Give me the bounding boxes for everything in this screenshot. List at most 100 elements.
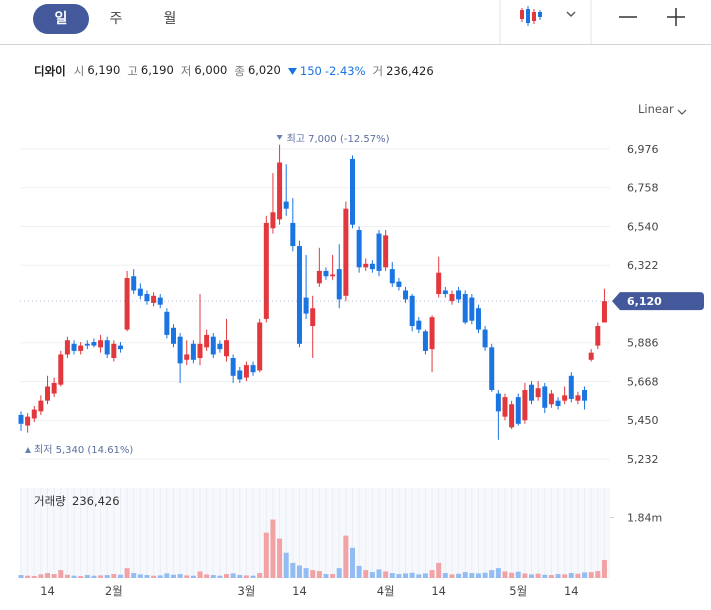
candle-body	[184, 354, 190, 360]
candle-body	[197, 343, 203, 359]
volume-bar	[137, 574, 143, 578]
candle-body	[84, 343, 90, 346]
candle-body	[283, 201, 289, 209]
volume-bar	[601, 559, 607, 578]
volume-bar	[204, 574, 210, 578]
volume-bar	[422, 573, 428, 578]
tab-week[interactable]: 주	[109, 11, 123, 27]
candle-body	[217, 343, 223, 350]
candle-body	[456, 290, 462, 300]
volume-bar	[336, 568, 342, 578]
volume-bar	[270, 519, 276, 578]
candle-body	[296, 246, 302, 344]
quote-label: 저	[180, 64, 192, 78]
quote-label: 종	[234, 64, 245, 78]
candle-body	[310, 308, 316, 327]
candle-body	[343, 208, 349, 296]
quote-value: 6,190	[87, 63, 121, 77]
candle-body	[323, 270, 329, 277]
scale-mode[interactable]: Linear	[638, 102, 674, 116]
candle-body	[529, 384, 535, 401]
volume-bar	[369, 572, 375, 578]
volume-bar	[51, 574, 57, 578]
volume-bar	[462, 572, 468, 578]
volume-tick-label: 1.84m	[627, 512, 662, 525]
candle-body	[582, 390, 588, 401]
candle-body	[78, 345, 84, 351]
x-tick-label: 14	[564, 584, 579, 598]
candle-body	[336, 269, 342, 300]
x-tick-label: 3월	[237, 584, 255, 598]
candle-body	[18, 414, 24, 424]
volume-bar	[197, 571, 203, 578]
candle-body	[403, 290, 409, 300]
volume-bar	[98, 575, 104, 578]
volume-bar	[350, 547, 355, 578]
candle-body	[157, 297, 163, 305]
candle-body	[45, 386, 51, 401]
candle-body	[495, 393, 501, 412]
scale-chevron[interactable]	[677, 109, 687, 115]
candle-body	[91, 342, 97, 346]
candle-body	[257, 322, 263, 371]
volume-bar	[582, 572, 588, 578]
candle-body	[475, 308, 481, 330]
y-tick-label: 5,450	[627, 414, 659, 427]
volume: 236,426	[386, 64, 434, 78]
candle-body	[363, 263, 369, 268]
volume-title-value: 236,426	[72, 494, 120, 508]
volume-bar	[31, 576, 37, 578]
volume-bar	[170, 574, 176, 578]
candle-body	[509, 404, 515, 428]
candle-body	[270, 212, 276, 229]
candle-body	[137, 288, 143, 296]
x-tick-label: 4월	[377, 584, 395, 598]
candle-body	[469, 297, 475, 321]
y-tick-label: 6,758	[627, 182, 659, 195]
volume-bar	[38, 574, 44, 578]
candle-body	[303, 297, 309, 314]
volume-bar	[151, 575, 157, 578]
volume-bar	[25, 575, 31, 578]
volume-bar	[250, 575, 256, 578]
candle-body	[210, 336, 216, 355]
candle-body	[131, 276, 137, 291]
volume-bar	[131, 573, 137, 578]
tab-month[interactable]: 월	[163, 11, 177, 27]
quote-label: 시	[73, 64, 85, 78]
volume-bar	[376, 569, 382, 578]
volume-bar	[144, 575, 150, 578]
volume-bar	[71, 575, 77, 578]
volume-bar	[416, 574, 422, 578]
volume-bar	[522, 573, 528, 578]
x-tick-label: 2월	[105, 584, 123, 598]
candle-body	[356, 230, 362, 268]
candle-body	[389, 269, 395, 284]
candle-body	[25, 416, 31, 426]
high-annotation: 최고 7,000 (-12.57%)	[287, 133, 390, 145]
volume-bar	[575, 573, 581, 578]
candle-body	[237, 370, 243, 380]
candle-body	[250, 365, 256, 373]
volume-bar	[210, 575, 216, 578]
y-tick-label: 5,886	[627, 337, 659, 350]
volume-bar	[495, 568, 501, 578]
x-tick-label: 14	[40, 584, 55, 598]
volume-bar	[409, 572, 415, 578]
candle-body	[535, 388, 541, 398]
candle-body	[64, 340, 70, 355]
candle-body	[548, 393, 554, 405]
tab-day[interactable]: 일	[33, 4, 89, 34]
candle-body	[144, 294, 150, 302]
quote-value: 6,000	[194, 63, 228, 77]
high-marker	[276, 135, 283, 140]
volume-bar	[515, 571, 521, 578]
volume-bar	[475, 573, 481, 578]
candle-body	[316, 270, 322, 284]
volume-bar	[343, 535, 349, 578]
candle-body	[104, 340, 110, 355]
candle-body	[568, 375, 574, 399]
volume-bar	[542, 574, 548, 578]
quote-value: 6,190	[140, 63, 174, 77]
